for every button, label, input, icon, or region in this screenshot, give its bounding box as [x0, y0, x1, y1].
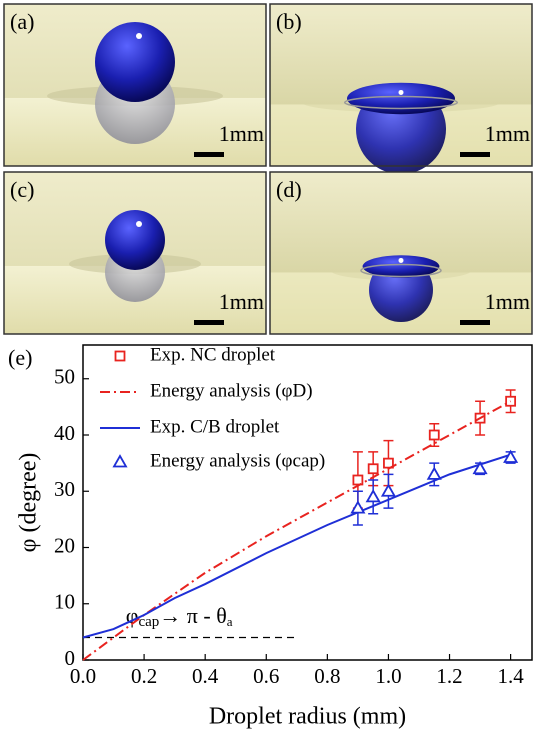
y-tick-label: 30	[54, 477, 75, 501]
y-tick-label: 50	[54, 365, 75, 389]
droplet	[95, 21, 175, 102]
scale-label: 1mm	[219, 121, 264, 146]
y-tick-label: 10	[54, 590, 75, 614]
cap	[347, 82, 455, 115]
panel-label: (e)	[8, 345, 32, 370]
highlight	[136, 32, 142, 39]
x-tick-label: 0.8	[314, 664, 340, 688]
marker	[472, 460, 488, 475]
annotation: φcap→ π - θa	[126, 603, 233, 630]
marker	[112, 454, 128, 468]
marker	[428, 429, 440, 441]
droplet	[105, 209, 165, 270]
legend-label: Exp. NC droplet	[150, 344, 276, 365]
legend-label: Energy analysis (φD)	[150, 380, 313, 401]
x-tick-label: 1.0	[375, 664, 401, 688]
panel-frame	[269, 3, 533, 167]
legend-label: Exp. C/B droplet	[150, 416, 280, 437]
scale-bar	[460, 320, 490, 325]
scale-bar	[194, 320, 224, 325]
x-tick-label: 1.2	[436, 664, 462, 688]
y-tick-label: 40	[54, 421, 75, 445]
scale-label: 1mm	[485, 289, 530, 314]
x-tick-label: 1.4	[497, 664, 524, 688]
highlight	[398, 89, 404, 95]
cap	[362, 255, 440, 278]
x-tick-label: 0.6	[253, 664, 279, 688]
highlight	[136, 220, 142, 227]
annotation-part: cap	[138, 614, 159, 630]
cap-rim	[360, 263, 442, 278]
highlight	[398, 257, 404, 263]
scale-bar	[460, 152, 490, 157]
panel-label: (b)	[276, 9, 302, 34]
scale-bar	[194, 152, 224, 157]
series-line	[82, 400, 512, 661]
panel-label: (c)	[10, 177, 34, 202]
marker	[380, 483, 396, 497]
panel-label: (a)	[10, 9, 34, 34]
marker	[114, 350, 126, 362]
scale-label: 1mm	[485, 121, 530, 146]
y-tick-label: 20	[54, 533, 75, 557]
annotation-part: a	[227, 614, 233, 629]
marker	[350, 500, 366, 514]
x-tick-label: 0.4	[192, 664, 219, 688]
x-tick-label: 0.2	[131, 664, 157, 688]
series-line	[82, 453, 511, 639]
marker	[365, 489, 381, 503]
panel-frame	[269, 171, 533, 335]
annotation-part: → π - θ	[159, 603, 226, 628]
marker	[367, 463, 379, 475]
scale-label: 1mm	[219, 289, 264, 314]
x-axis-label: Droplet radius (mm)	[209, 704, 406, 730]
panel-frame	[3, 3, 267, 167]
x-tick-label: 0.0	[70, 664, 96, 688]
panel-frame	[3, 171, 267, 335]
panel-label: (d)	[276, 177, 302, 202]
y-tick-label: 0	[65, 646, 76, 670]
cap-rim	[344, 95, 458, 110]
marker	[426, 466, 442, 480]
marker	[503, 449, 519, 463]
legend-label: Energy analysis (φcap)	[150, 450, 325, 471]
plot-frame	[82, 344, 533, 661]
y-axis-label: φ (degree)	[16, 453, 42, 553]
